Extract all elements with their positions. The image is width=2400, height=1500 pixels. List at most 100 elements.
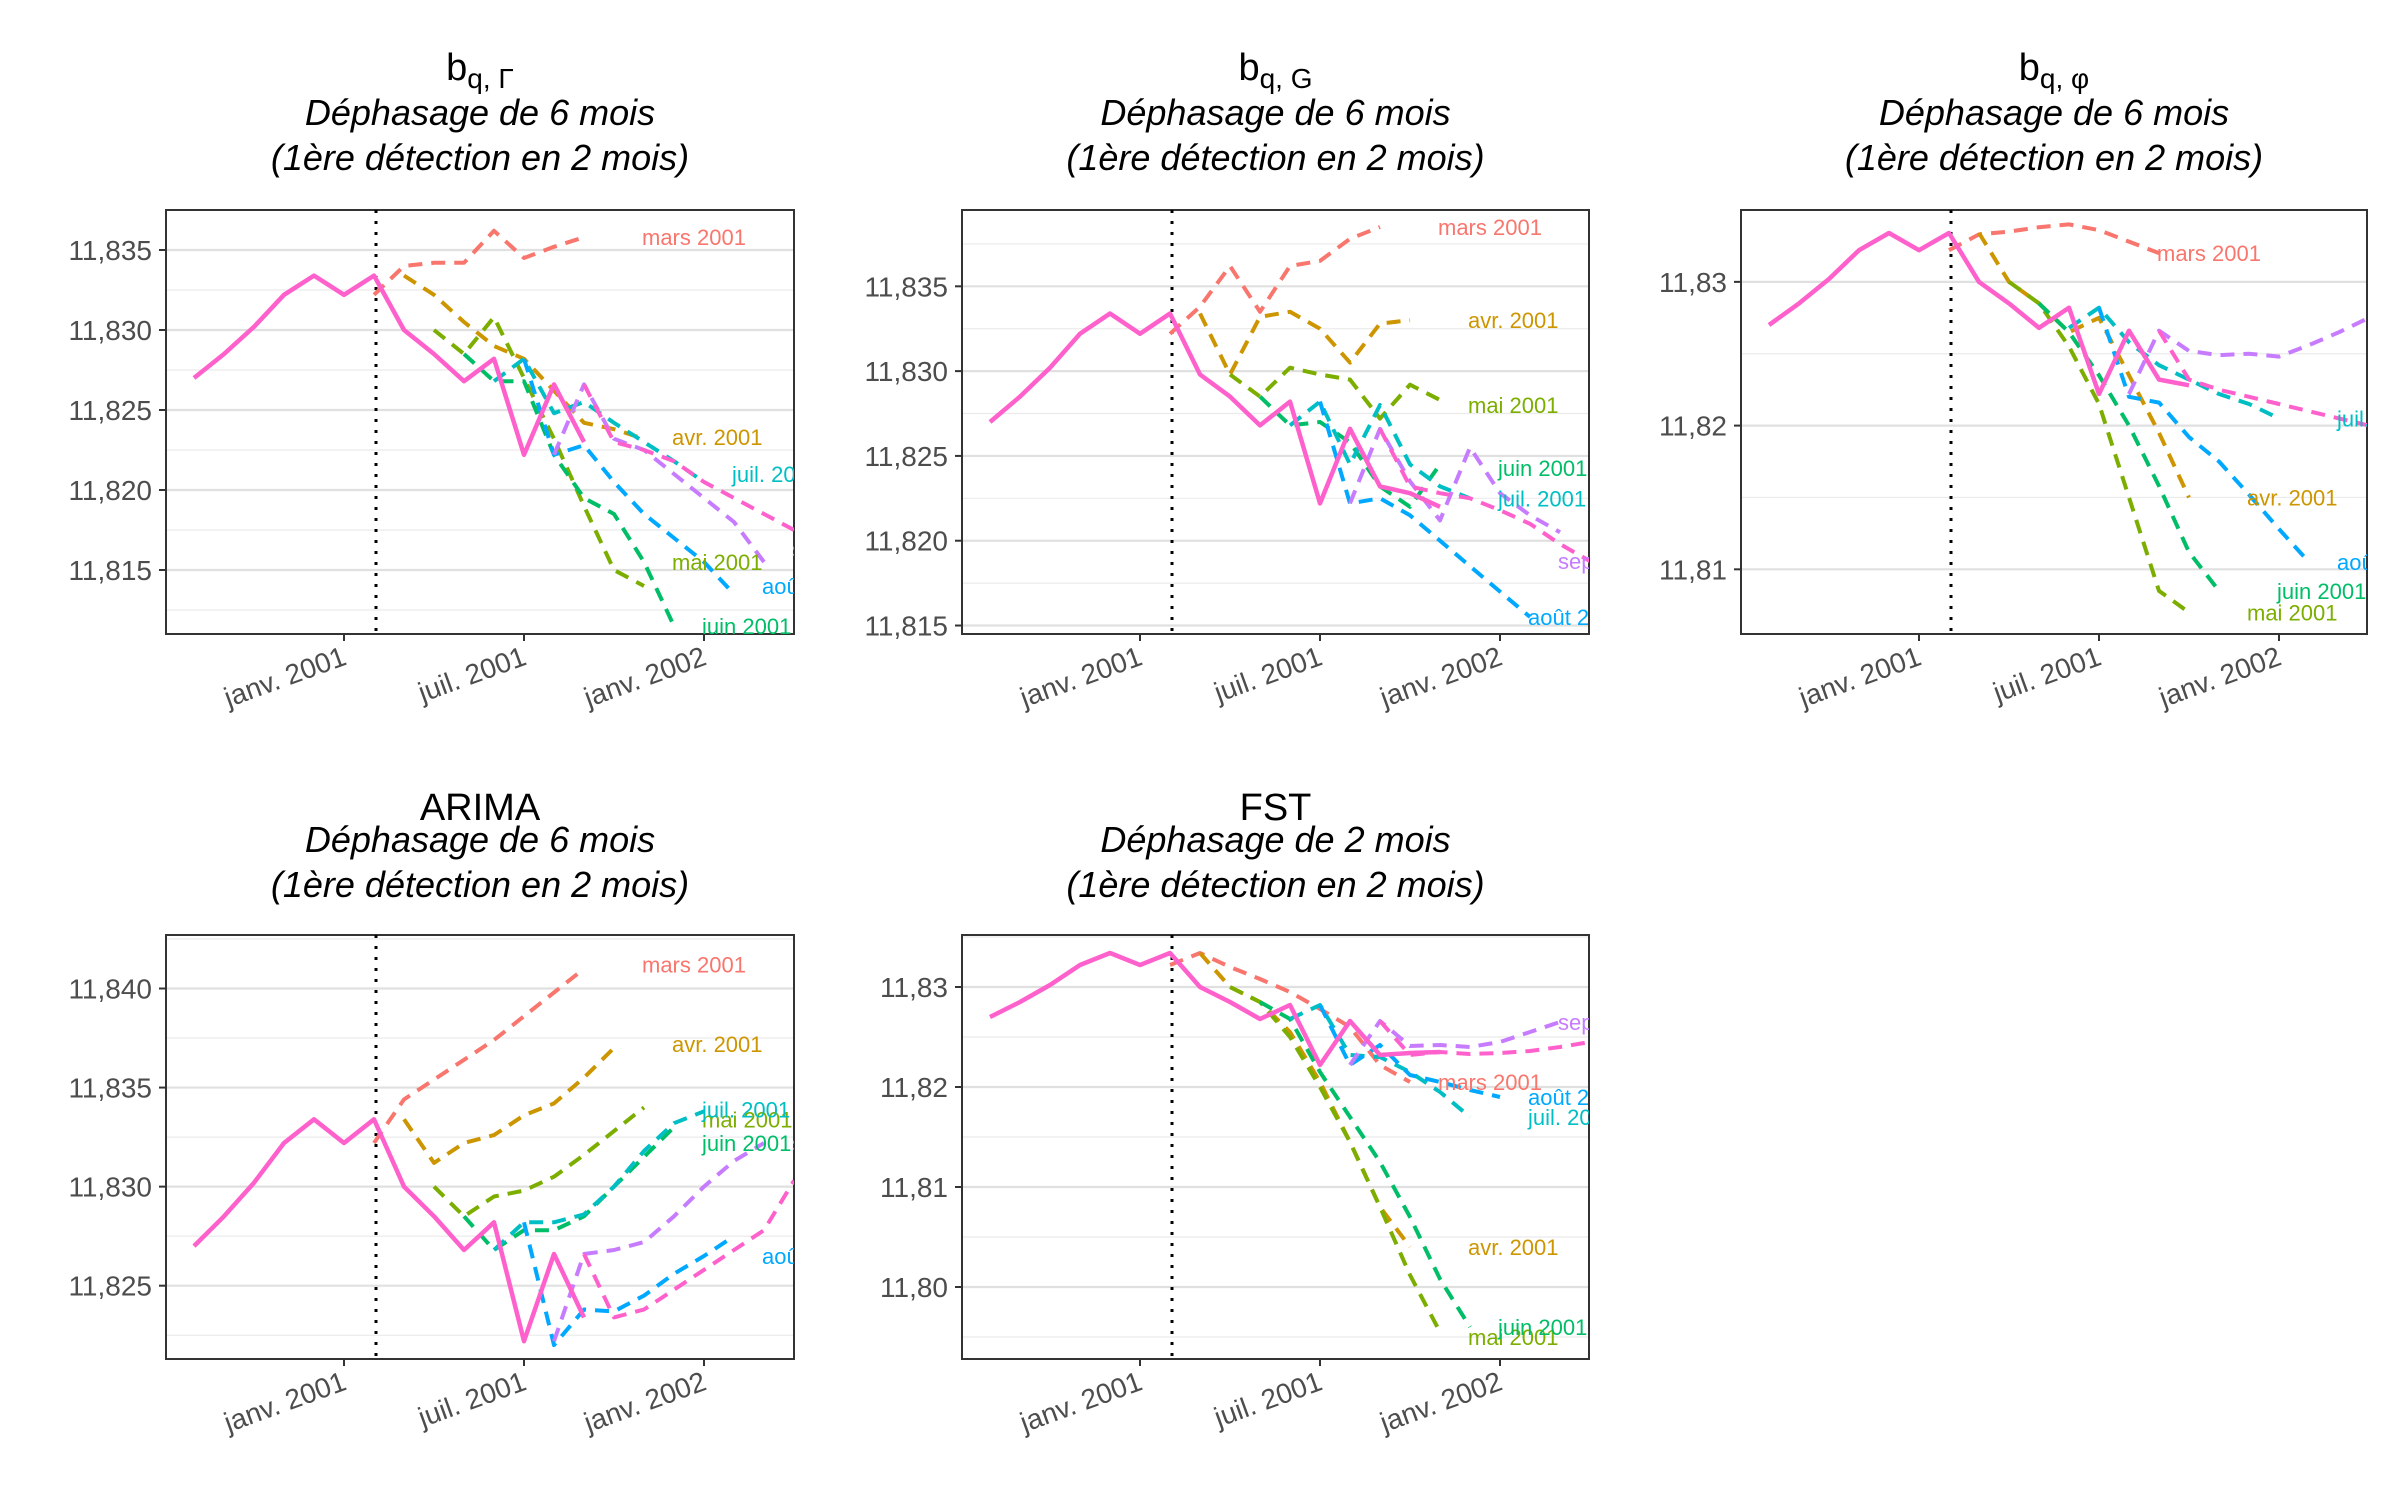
series-label: juin 2001 (1497, 1315, 1587, 1340)
series-line-sept-2001 (552, 382, 766, 564)
y-tick-label: 11,815 (68, 555, 152, 586)
series-line-oct-2001 (2157, 329, 2367, 428)
series-line-mars-2001 (1168, 225, 1381, 336)
series-label: sept. (792, 537, 840, 562)
series-line-juil-2001 (492, 1109, 705, 1252)
series-line-sept-2001 (1348, 426, 1561, 534)
panel-subtitle: (1ère détection en 2 mois) (1066, 137, 1484, 178)
panel-title: bq, φ (2019, 47, 2089, 94)
series-line-mars-2001 (1169, 951, 1411, 1084)
series-label: mai 2001 (2247, 600, 2338, 625)
y-tick-label: 11,840 (68, 973, 152, 1004)
series-label: août 200 (762, 574, 848, 599)
series-label: août 200 (1528, 1085, 1614, 1110)
series-label: juin 2001 (1497, 456, 1587, 481)
series-label: juin 2001 (701, 1131, 791, 1156)
series-label: mars 2001 (642, 225, 746, 250)
series-label: juin 2001 (701, 614, 791, 639)
series-label: mai 2001 (702, 1107, 793, 1132)
y-tick-label: 11,81 (880, 1172, 948, 1203)
series-line-mai-2001 (432, 1105, 646, 1219)
panel-border (165, 209, 795, 635)
series-label: juil. 2001 (2336, 406, 2400, 431)
series-label: mars 2001 (1438, 1070, 1542, 1095)
series-label: avr. 2001 (1468, 308, 1559, 333)
series-line-juil-2001 (1288, 399, 1471, 501)
panel-title: ARIMA (420, 787, 541, 829)
series-label: août 200 (1528, 605, 1614, 630)
final-series-line (192, 273, 586, 458)
series-label: avr. 2001 (1468, 1235, 1559, 1260)
y-tick-label: 11,825 (864, 441, 948, 472)
y-tick-label: 11,80 (880, 1272, 948, 1303)
series-label: sept. (792, 1131, 840, 1156)
y-tick-label: 11,820 (864, 526, 948, 557)
series-label: avr. 2001 (672, 425, 763, 450)
panel-subtitle: (1ère détection en 2 mois) (1845, 137, 2263, 178)
series-label: avr. 2001 (672, 1032, 763, 1057)
series-label: août 200 (762, 1244, 848, 1269)
y-tick-label: 11,83 (880, 972, 948, 1003)
series-line-avr-2001 (1977, 231, 2191, 499)
series-line-ao-t-2001 (522, 358, 736, 596)
y-tick-label: 11,820 (68, 475, 152, 506)
series-line-juin-2001 (1258, 395, 1442, 509)
series-label: sept. (1558, 1010, 1606, 1035)
series-line-avr-2001 (402, 1046, 616, 1165)
panel-subtitle: (1ère détection en 2 mois) (271, 864, 689, 905)
y-tick-label: 11,825 (68, 395, 152, 426)
panel-border (165, 934, 795, 1360)
final-series-line (192, 1117, 587, 1344)
series-line-ao-t-2001 (522, 1221, 736, 1348)
final-series-line (988, 311, 1441, 509)
series-line-mai-2001 (1229, 985, 1442, 1333)
series-line-juin-2001 (1259, 1000, 1472, 1329)
panel-subtitle: (1ère détection en 2 mois) (271, 137, 689, 178)
y-tick-label: 11,830 (68, 1172, 152, 1203)
panel-subtitle: Déphasage de 6 mois (1879, 92, 2229, 133)
series-label: mai 2001 (1468, 1325, 1559, 1350)
panel-subtitle: Déphasage de 6 mois (305, 92, 655, 133)
panel-border (1740, 209, 2368, 635)
panel-title: FST (1240, 787, 1312, 829)
panel-subtitle: Déphasage de 6 mois (1100, 92, 1450, 133)
series-label: sept. (1558, 549, 1606, 574)
series-label: juil. 2001 (701, 1097, 790, 1122)
y-tick-label: 11,82 (880, 1072, 948, 1103)
y-tick-label: 11,830 (864, 356, 948, 387)
y-tick-label: 11,815 (864, 611, 948, 642)
series-label: mars 2001 (1438, 215, 1542, 240)
final-series-line (988, 950, 1441, 1068)
series-line-juin-2001 (462, 352, 676, 627)
series-line-sept-2001 (552, 1141, 766, 1342)
series-label: avr. 2001 (2247, 485, 2338, 510)
series-label: mai 2001 (1468, 393, 1559, 418)
series-label: oc (1588, 549, 1611, 574)
y-tick-label: 11,835 (864, 271, 948, 302)
series-label: juil. 2001 (731, 462, 820, 487)
series-line-sept-2001 (2127, 316, 2367, 395)
series-line-juil-2001 (2067, 305, 2280, 421)
panel-subtitle: (1ère détection en 2 mois) (1066, 864, 1484, 905)
y-tick-label: 11,835 (68, 1073, 152, 1104)
series-line-mars-2001 (372, 967, 586, 1145)
panel-border (961, 934, 1590, 1360)
series-label: mars 2001 (642, 953, 746, 978)
panel-subtitle: Déphasage de 2 mois (1100, 819, 1450, 860)
y-tick-label: 11,81 (1659, 554, 1727, 585)
series-line-oct-2001 (1378, 427, 1589, 563)
series-line-mai-2001 (1228, 365, 1441, 421)
series-label: juil. 2001 (1527, 1105, 1616, 1130)
series-line-ao-t-2001 (1318, 1004, 1501, 1099)
final-series-line (1767, 230, 2190, 397)
panel-title-subscript: q, φ (2040, 63, 2089, 94)
series-line-oct-2001 (582, 383, 794, 532)
panel-border (961, 209, 1590, 635)
series-line-ao-t-2001 (2097, 307, 2311, 564)
panel-subtitle: Déphasage de 6 mois (305, 819, 655, 860)
y-tick-label: 11,830 (68, 315, 152, 346)
